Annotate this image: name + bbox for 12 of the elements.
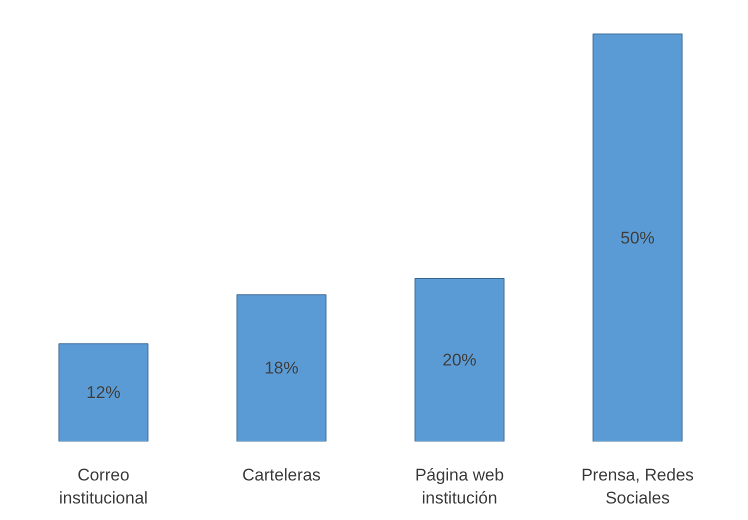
data-label: 50% bbox=[620, 228, 655, 248]
bar bbox=[236, 294, 326, 442]
bar bbox=[58, 343, 148, 442]
bar bbox=[592, 34, 683, 442]
x-tick-label: Prensa, Redes Sociales bbox=[581, 466, 694, 508]
bar bbox=[414, 278, 505, 442]
x-tick-label: Carteleras bbox=[242, 466, 321, 484]
x-tick-label: Página web institución bbox=[415, 466, 504, 508]
data-label: 12% bbox=[86, 383, 120, 402]
data-label: 20% bbox=[442, 350, 477, 370]
data-label: 18% bbox=[264, 358, 298, 378]
x-tick-label: Correo institucional bbox=[59, 466, 148, 508]
